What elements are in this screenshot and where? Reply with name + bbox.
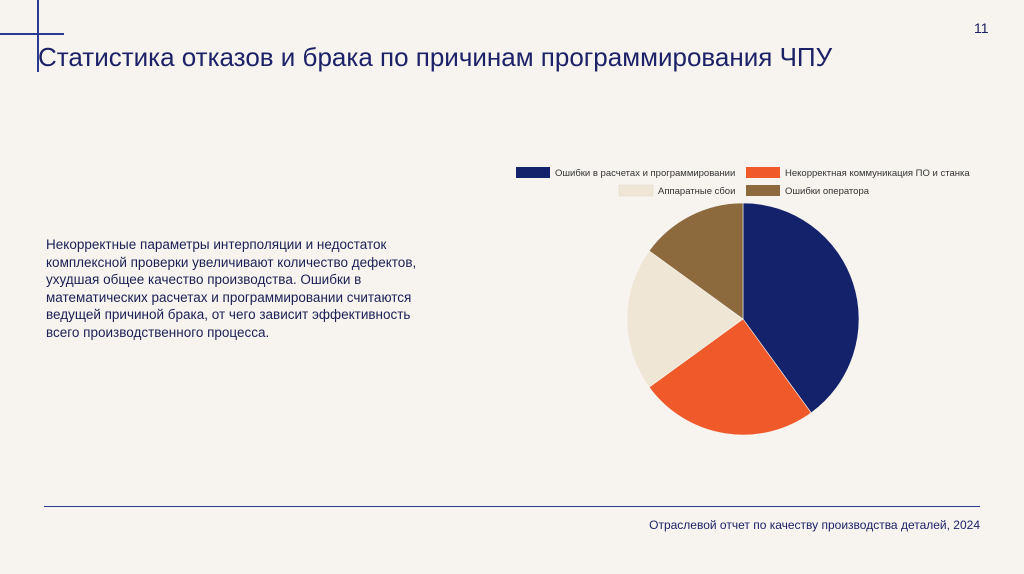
body-paragraph: Некорректные параметры интерполяции и не… xyxy=(46,237,417,340)
page-number: 11 xyxy=(974,20,989,36)
legend-swatch-operator xyxy=(746,185,780,196)
pie-slice-operator xyxy=(648,202,744,320)
legend-label-communication: Некорректная коммуникация ПО и станка xyxy=(785,168,970,179)
legend-swatch-communication xyxy=(746,167,780,178)
decorative-horizontal-line xyxy=(0,33,64,35)
chart-legend: Ошибки в расчетах и программировании Нек… xyxy=(516,167,970,197)
legend-label-calc-errors: Ошибки в расчетах и программировании xyxy=(555,168,735,179)
legend-swatch-hardware xyxy=(618,184,654,197)
footer-source: Отраслевой отчет по качеству производств… xyxy=(649,518,980,532)
slide-title: Статистика отказов и брака по причинам п… xyxy=(38,42,833,72)
pie-slice-hardware xyxy=(626,250,744,388)
pie-slices xyxy=(626,202,860,436)
legend-label-operator: Ошибки оператора xyxy=(785,186,870,197)
legend-swatch-calc-errors xyxy=(516,167,550,178)
decorative-vertical-line xyxy=(37,0,39,72)
pie-slice-communication xyxy=(648,318,812,436)
footer-divider xyxy=(44,506,980,507)
legend-label-hardware: Аппаратные сбои xyxy=(658,186,735,197)
pie-chart: Ошибки в расчетах и программировании Нек… xyxy=(516,167,970,436)
pie-slice-calc-errors xyxy=(742,202,860,414)
